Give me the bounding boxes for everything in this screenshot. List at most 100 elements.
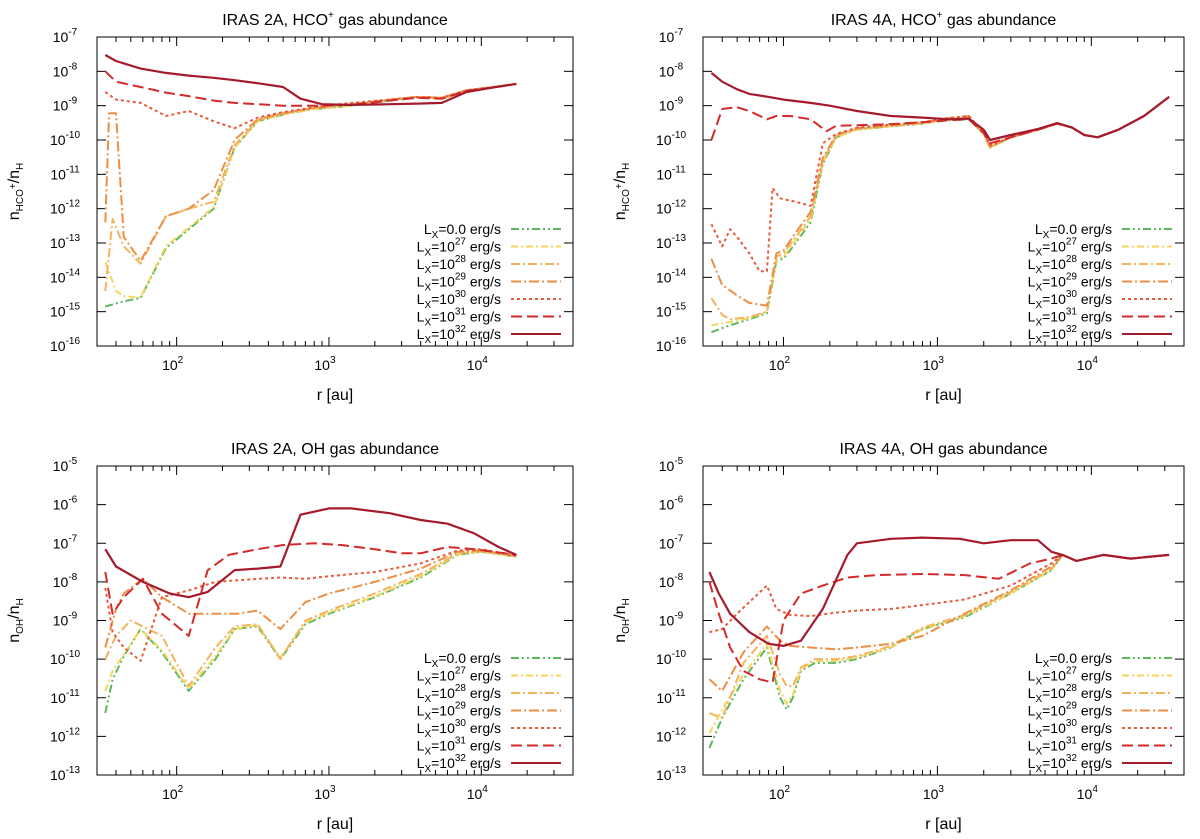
legend-entry: LX=1032 erg/s: [1028, 753, 1172, 775]
series-line-3: [104, 82, 517, 262]
y-tick-label: 10-9: [53, 96, 78, 114]
panel-iras2a-hco: IRAS 2A, HCO+ gas abundance 102 103 104 10-1…: [6, 10, 574, 404]
y-tick-label: 10-14: [656, 267, 686, 285]
legend-label: LX=1027 erg/s: [417, 666, 501, 688]
legend-label: LX=1031 erg/s: [1028, 736, 1112, 758]
legend-label: LX=1032 erg/s: [1028, 753, 1112, 775]
y-tick-label: 10-11: [656, 164, 686, 182]
y-axis-label: nOH/nH: [612, 598, 632, 642]
legend-entry: LX=1028 erg/s: [1028, 254, 1172, 276]
y-tick-label: 10-5: [659, 456, 684, 474]
legend-label: LX=1031 erg/s: [417, 307, 501, 329]
legend-label: LX=0.0 erg/s: [424, 221, 501, 241]
x-tick-label: 102: [769, 355, 791, 373]
legend-label: LX=1030 erg/s: [1028, 289, 1112, 311]
y-tick-label: 10-10: [50, 130, 80, 148]
y-tick-label: 10-9: [659, 96, 684, 114]
y-axis-label: nHCO+/nH: [6, 163, 26, 221]
x-tick-label: 102: [162, 784, 184, 802]
legend-entry: LX=1030 erg/s: [1028, 718, 1172, 740]
legend: LX=0.0 erg/sLX=1027 erg/sLX=1028 erg/sLX…: [417, 650, 561, 775]
legend-entry: LX=1027 erg/s: [417, 237, 561, 259]
y-tick-label: 10-7: [53, 27, 78, 45]
legend-entry: LX=1027 erg/s: [1028, 666, 1172, 688]
panel-iras4a-oh: IRAS 4A, OH gas abundance 102 103 104 10-13 1…: [612, 441, 1185, 833]
y-tick-label: 10-13: [656, 765, 686, 783]
legend-entry: LX=1028 erg/s: [417, 683, 561, 705]
series-line-3: [104, 549, 517, 648]
legend-entry: LX=1029 erg/s: [1028, 701, 1172, 723]
legend-label: LX=1031 erg/s: [417, 736, 501, 758]
y-tick-label: 10-13: [656, 233, 686, 251]
legend-label: LX=1027 erg/s: [417, 237, 501, 259]
x-tick-label: 103: [314, 355, 336, 373]
legend-entry: LX=1029 erg/s: [417, 701, 561, 723]
legend-entry: LX=1030 erg/s: [417, 718, 561, 740]
y-tick-label: 10-10: [656, 130, 686, 148]
series-lines: [104, 54, 517, 308]
series-line-6: [104, 54, 517, 106]
y-tick-label: 10-12: [50, 199, 80, 217]
series-line-6: [104, 507, 517, 599]
chart-title: IRAS 4A, HCO+ gas abundance: [831, 10, 1057, 29]
series-line-2: [104, 550, 517, 688]
legend-label: LX=1028 erg/s: [1028, 683, 1112, 705]
y-tick-label: 10-8: [659, 572, 684, 590]
y-tick-label: 10-7: [659, 533, 684, 551]
series-line-1: [104, 550, 517, 692]
legend-label: LX=1030 erg/s: [1028, 718, 1112, 740]
legend: LX=0.0 erg/sLX=1027 erg/sLX=1028 erg/sLX…: [1028, 650, 1172, 775]
legend-entry: LX=1029 erg/s: [417, 272, 561, 294]
legend-label: LX=1029 erg/s: [1028, 701, 1112, 723]
y-axis-label: nHCO+/nH: [612, 163, 632, 221]
y-tick-label: 10-12: [50, 726, 80, 744]
series-line-4: [710, 96, 1170, 273]
legend-label: LX=0.0 erg/s: [424, 650, 501, 670]
legend-entry: LX=0.0 erg/s: [1035, 221, 1172, 241]
x-tick-label: 103: [923, 784, 945, 802]
panel-iras2a-oh: IRAS 2A, OH gas abundance 102 103 104 10-13 1…: [6, 441, 574, 833]
legend-label: LX=0.0 erg/s: [1035, 650, 1112, 670]
legend-entry: LX=1032 erg/s: [417, 324, 561, 346]
y-tick-label: 10-9: [659, 611, 684, 629]
y-tick-label: 10-11: [50, 164, 80, 182]
legend: LX=0.0 erg/sLX=1027 erg/sLX=1028 erg/sLX…: [417, 221, 561, 346]
y-tick-label: 10-13: [50, 233, 80, 251]
y-tick-label: 10-11: [656, 688, 686, 706]
legend-label: LX=1032 erg/s: [1028, 324, 1112, 346]
x-tick-label: 104: [467, 784, 489, 802]
x-axis-label: r [au]: [925, 387, 961, 404]
y-tick-label: 10-13: [50, 765, 80, 783]
y-tick-label: 10-6: [53, 495, 78, 513]
y-tick-label: 10-7: [659, 27, 684, 45]
series-line-1: [104, 82, 517, 299]
chart-title: IRAS 4A, OH gas abundance: [839, 441, 1047, 458]
y-tick-label: 10-8: [53, 572, 78, 590]
legend-entry: LX=1028 erg/s: [417, 254, 561, 276]
legend-label: LX=1028 erg/s: [417, 683, 501, 705]
x-tick-label: 103: [923, 355, 945, 373]
legend-entry: LX=1031 erg/s: [417, 736, 561, 758]
x-tick-label: 102: [769, 784, 791, 802]
series-line-6: [708, 536, 1170, 647]
legend-entry: LX=1029 erg/s: [1028, 272, 1172, 294]
legend-label: LX=1029 erg/s: [417, 701, 501, 723]
legend-entry: LX=1030 erg/s: [417, 289, 561, 311]
chart-title: IRAS 2A, OH gas abundance: [231, 441, 439, 458]
series-lines: [104, 507, 517, 714]
y-tick-label: 10-16: [656, 336, 686, 354]
series-lines: [708, 536, 1170, 749]
plot-frame: [702, 36, 1185, 347]
x-tick-label: 104: [467, 355, 489, 373]
y-tick-label: 10-8: [53, 61, 78, 79]
legend-entry: LX=1030 erg/s: [1028, 289, 1172, 311]
legend-label: LX=0.0 erg/s: [1035, 221, 1112, 241]
y-tick-label: 10-6: [659, 495, 684, 513]
y-tick-label: 10-9: [53, 611, 78, 629]
legend-entry: LX=1031 erg/s: [1028, 307, 1172, 329]
legend-label: LX=1030 erg/s: [417, 289, 501, 311]
legend-label: LX=1027 erg/s: [1028, 666, 1112, 688]
series-line-4: [104, 548, 517, 662]
panel-iras4a-hco: IRAS 4A, HCO+ gas abundance 102 103 104 10-1…: [612, 10, 1185, 404]
